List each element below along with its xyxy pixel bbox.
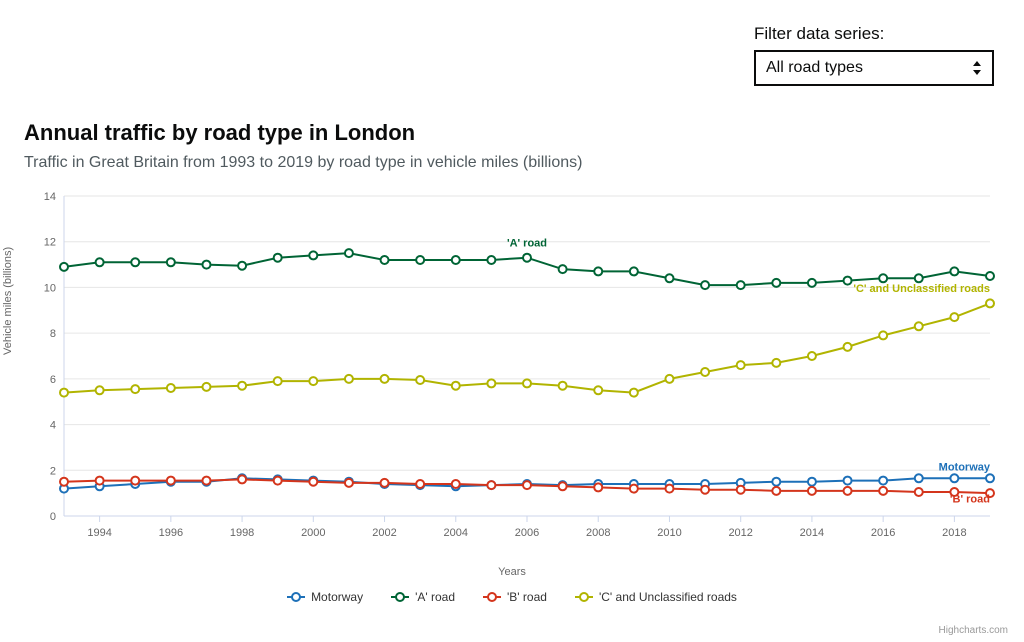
legend-item[interactable]: 'B' road — [483, 590, 547, 604]
svg-text:2002: 2002 — [372, 527, 396, 539]
svg-text:2000: 2000 — [301, 527, 325, 539]
svg-text:2010: 2010 — [657, 527, 681, 539]
legend-label: Motorway — [311, 590, 363, 604]
chart-title: Annual traffic by road type in London — [24, 120, 415, 146]
svg-text:2016: 2016 — [871, 527, 895, 539]
legend-label: 'C' and Unclassified roads — [599, 590, 737, 604]
chart-subtitle: Traffic in Great Britain from 1993 to 20… — [24, 154, 582, 172]
legend-marker-icon — [575, 591, 593, 603]
legend-marker-icon — [391, 591, 409, 603]
svg-text:2012: 2012 — [728, 527, 752, 539]
y-axis-label: Vehicle miles (billions) — [2, 247, 14, 355]
svg-text:2004: 2004 — [444, 527, 468, 539]
svg-text:1996: 1996 — [159, 527, 183, 539]
legend-label: 'A' road — [415, 590, 455, 604]
svg-text:1998: 1998 — [230, 527, 254, 539]
svg-text:2018: 2018 — [942, 527, 966, 539]
legend-item[interactable]: 'C' and Unclassified roads — [575, 590, 737, 604]
legend-marker-icon — [287, 591, 305, 603]
svg-text:4: 4 — [50, 420, 56, 432]
filter-label: Filter data series: — [754, 24, 994, 44]
svg-text:8: 8 — [50, 328, 56, 340]
legend: Motorway 'A' road 'B' road 'C' and Unclassi… — [0, 590, 1024, 606]
svg-text:Motorway: Motorway — [939, 461, 991, 473]
svg-text:0: 0 — [50, 511, 56, 523]
svg-text:1994: 1994 — [87, 527, 111, 539]
svg-text:'A' road: 'A' road — [507, 237, 547, 249]
svg-text:10: 10 — [44, 282, 56, 294]
line-chart: 0 2 4 6 8 10 12 14 1994 1996 1998 2000 2002 2004 2006 2… — [24, 186, 1000, 578]
legend-label: 'B' road — [507, 590, 547, 604]
chart-credit[interactable]: Highcharts.com — [939, 625, 1008, 636]
chevron-updown-icon — [972, 61, 982, 75]
svg-text:2008: 2008 — [586, 527, 610, 539]
svg-text:12: 12 — [44, 237, 56, 249]
filter-selected-value: All road types — [766, 59, 863, 77]
svg-text:'C' and Unclassified roads: 'C' and Unclassified roads — [853, 283, 990, 295]
svg-text:6: 6 — [50, 374, 56, 386]
svg-text:2006: 2006 — [515, 527, 539, 539]
svg-text:2014: 2014 — [800, 527, 824, 539]
svg-text:'B' road: 'B' road — [950, 493, 990, 505]
x-axis-label: Years — [0, 566, 1024, 578]
svg-text:14: 14 — [44, 191, 56, 203]
legend-item[interactable]: Motorway — [287, 590, 363, 604]
legend-marker-icon — [483, 591, 501, 603]
filter-select[interactable]: All road types — [754, 50, 994, 86]
svg-text:2: 2 — [50, 465, 56, 477]
legend-item[interactable]: 'A' road — [391, 590, 455, 604]
